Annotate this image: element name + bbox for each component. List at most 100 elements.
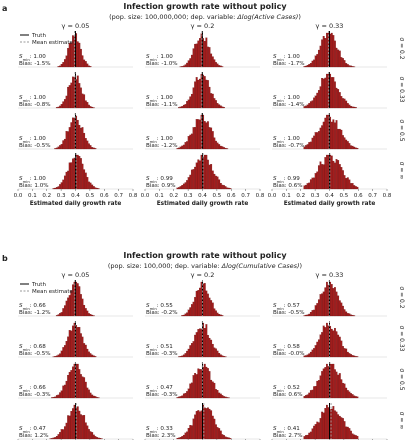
histogram-bar <box>354 186 357 190</box>
histogram-bar <box>199 411 201 440</box>
histogram-bar <box>346 313 349 317</box>
histogram-bar <box>176 437 179 440</box>
histogram-bar <box>351 183 354 190</box>
histogram-bar <box>181 66 184 68</box>
histogram-bar <box>189 425 192 440</box>
histogram-bar <box>179 356 182 358</box>
histogram-bar <box>94 187 97 190</box>
histogram-bar <box>91 106 94 109</box>
histogram-bar <box>84 138 87 150</box>
histogram-bar <box>215 424 217 440</box>
histogram-bar <box>199 38 201 68</box>
histogram-bar <box>76 406 79 440</box>
histogram-bar <box>221 106 224 109</box>
chart-subtitle: (pop. size: 100,000; dep. variable: Δlog… <box>108 262 302 270</box>
histogram-bar <box>305 395 307 399</box>
histogram-bar <box>190 54 193 68</box>
histogram-bar <box>60 350 63 358</box>
histogram-bar <box>306 104 309 109</box>
histogram-bar <box>342 170 344 190</box>
histogram-bar <box>81 163 84 190</box>
histogram-bar <box>226 148 229 150</box>
histogram-bar <box>317 131 320 150</box>
histogram-bar <box>335 291 338 317</box>
histogram-bar <box>223 107 225 109</box>
histogram-bar <box>60 390 63 399</box>
row-label: σ = 0.2 <box>398 286 405 308</box>
legend-mean-label: Mean estimate <box>32 289 74 295</box>
histogram-bar <box>324 367 327 399</box>
histogram-bar <box>197 40 200 68</box>
histogram-bar <box>330 121 333 150</box>
histogram-bar <box>52 437 55 440</box>
histogram-bar <box>353 434 356 440</box>
histogram-bar <box>197 159 200 190</box>
histogram-bar <box>92 186 95 190</box>
bias-label: Bias: -0.3% <box>19 392 51 398</box>
histogram-bar <box>207 407 209 440</box>
histogram-bar <box>334 410 336 440</box>
histogram-bar <box>81 55 84 68</box>
histogram-bar <box>68 415 71 440</box>
column-label: γ = 0.33 <box>316 22 344 30</box>
histogram-bar <box>78 42 81 68</box>
histogram-bar <box>211 93 214 109</box>
histogram-bar <box>81 298 84 317</box>
histogram-bar <box>210 127 213 150</box>
histogram-bar <box>305 184 307 190</box>
histogram-bar <box>59 392 61 399</box>
histogram-bar <box>326 281 328 317</box>
histogram-bar <box>55 107 58 109</box>
histogram-bar <box>181 355 184 358</box>
smin-label: Smin: 0.47 <box>146 385 173 393</box>
histogram-bar <box>353 185 356 190</box>
histogram-bar <box>316 380 319 399</box>
histogram-bar <box>65 55 68 68</box>
histogram-bar <box>78 124 81 150</box>
legend-truth-label: Truth <box>31 282 46 288</box>
histogram-bar <box>215 62 217 68</box>
histogram-bar <box>205 79 208 109</box>
histogram-bar <box>67 375 70 399</box>
x-tick-label: 0.2 <box>169 193 178 199</box>
histogram-bar <box>211 56 214 68</box>
histogram-bar <box>321 371 324 399</box>
histogram-bar <box>208 408 211 440</box>
histogram-bar <box>65 171 68 190</box>
histogram-bar <box>192 87 195 109</box>
histogram-bar <box>221 315 224 317</box>
smin-label: Smin: 0.68 <box>19 344 46 352</box>
histogram-bar <box>86 102 89 109</box>
histogram-bar <box>321 411 324 440</box>
smin-label: Smin: 0.47 <box>19 426 46 434</box>
histogram-bar <box>55 355 58 358</box>
histogram-bar <box>88 143 90 150</box>
histogram-bar <box>80 158 82 190</box>
histogram-bar <box>210 164 213 190</box>
histogram-bar <box>192 418 195 440</box>
histogram-bar <box>195 374 198 399</box>
histogram-bar <box>313 386 315 399</box>
histogram-bar <box>316 132 319 150</box>
histogram-bar <box>63 175 66 190</box>
histogram-bar <box>63 426 66 440</box>
histogram-bar <box>197 79 200 109</box>
histogram-bar <box>226 397 229 399</box>
histogram-bar <box>89 392 92 399</box>
histogram-bar <box>219 430 222 440</box>
histogram-bar <box>199 328 201 358</box>
smin-label: Smin: 0.52 <box>273 385 300 393</box>
x-tick-label: 0.0 <box>14 193 23 199</box>
histogram-bar <box>351 355 354 358</box>
histogram-bar <box>343 175 346 190</box>
histogram-bar <box>92 395 95 399</box>
smin-label: Smin: 0.66 <box>19 303 46 311</box>
histogram-bar <box>330 363 333 399</box>
histogram-bar <box>195 77 198 109</box>
